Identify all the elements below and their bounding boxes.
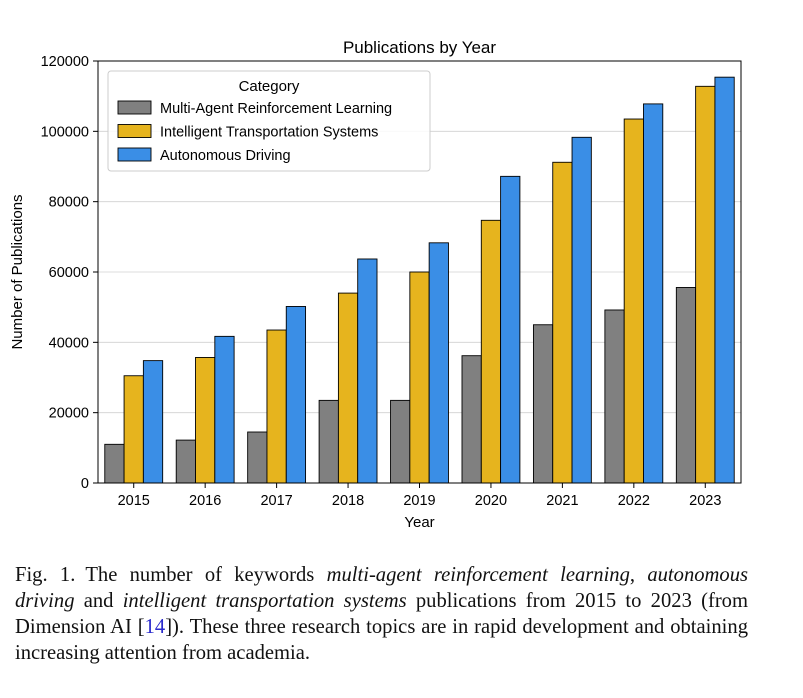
bar-autonomous-driving-2019 (428, 242, 449, 484)
x-tick-label: 2022 (618, 493, 650, 509)
bar-multi-agent-reinforcement-learning-2018 (318, 399, 339, 484)
bar-autonomous-driving-2015 (142, 360, 164, 484)
bar-multi-agent-reinforcement-learning-2016 (175, 439, 196, 484)
bar-intelligent-transportation-systems-2015 (123, 375, 144, 484)
bar-multi-agent-reinforcement-learning-2020 (461, 355, 482, 484)
bar-autonomous-driving-2023 (714, 76, 735, 484)
bar-intelligent-transportation-systems-2017 (266, 329, 287, 484)
caption-text: ]). These three research topics are in r… (15, 616, 748, 664)
bar-multi-agent-reinforcement-learning-2017 (247, 431, 268, 484)
caption-keyword: autonomous driving (15, 564, 749, 612)
y-axis-label: Number of Publications (9, 194, 26, 349)
legend-item-label: Intelligent Transportation Systems (160, 125, 378, 141)
bar-intelligent-transportation-systems-2016 (195, 357, 216, 484)
x-tick-label: 2020 (475, 493, 507, 509)
reference-link[interactable]: 14 (144, 616, 166, 638)
bar-intelligent-transportation-systems-2022 (623, 118, 644, 484)
y-tick-label: 0 (81, 476, 89, 492)
bar-intelligent-transportation-systems-2020 (480, 219, 502, 484)
legend-swatch (117, 147, 152, 162)
figure-caption: Fig. 1. The number of keywords multi-agen… (15, 562, 748, 666)
bar-autonomous-driving-2021 (571, 136, 592, 484)
caption-text: The number of keywords (85, 564, 327, 586)
bar-multi-agent-reinforcement-learning-2019 (390, 399, 411, 484)
caption-keyword: intelligent transportation systems (122, 590, 407, 612)
legend-items: Multi-Agent Reinforcement Learning Intell… (117, 100, 392, 164)
caption-text: , (629, 564, 648, 586)
bar-intelligent-transportation-systems-2021 (552, 161, 573, 484)
y-tick-label: 120000 (41, 54, 89, 70)
legend-swatch (117, 100, 152, 115)
legend-item-label: Multi-Agent Reinforcement Learning (160, 101, 392, 117)
y-tick-label: 100000 (41, 124, 89, 140)
x-tick-label: 2018 (332, 493, 364, 509)
x-tick-label: 2023 (689, 493, 721, 509)
caption-keyword: multi-agent reinforcement learning (326, 564, 630, 586)
bar-intelligent-transportation-systems-2019 (409, 271, 430, 484)
bar-multi-agent-reinforcement-learning-2021 (532, 324, 554, 484)
x-tick-label: 2019 (403, 493, 435, 509)
caption-text: publications from 2015 to 2023 (from Dim… (15, 590, 748, 638)
bar-multi-agent-reinforcement-learning-2022 (604, 309, 625, 484)
caption-text: and (74, 590, 123, 612)
x-axis: 2015 2016 2017 2018 2019 2020 2021 2022 2023 (118, 483, 721, 509)
bar-intelligent-transportation-systems-2023 (695, 85, 716, 484)
bar-autonomous-driving-2016 (214, 335, 235, 484)
bar-autonomous-driving-2022 (643, 103, 664, 484)
chart-title: Publications by Year (343, 38, 496, 57)
legend-box (107, 70, 431, 172)
x-tick-label: 2021 (546, 493, 578, 509)
y-tick-label: 40000 (49, 335, 89, 351)
bar-multi-agent-reinforcement-learning-2023 (675, 287, 697, 484)
legend-item-label: Autonomous Driving (160, 148, 291, 164)
legend-swatch (117, 124, 152, 138)
y-axis: 0 20000 40000 60000 80000 100000 120000 (41, 54, 98, 492)
bar-autonomous-driving-2017 (285, 306, 307, 484)
legend: Category Multi-Agent Reinforcement Learn… (107, 70, 431, 172)
y-tick-label: 20000 (49, 406, 89, 422)
bar-multi-agent-reinforcement-learning-2015 (104, 443, 125, 484)
x-tick-label: 2015 (118, 493, 150, 509)
figure-label: Fig. 1. (15, 564, 76, 586)
x-tick-label: 2017 (260, 493, 292, 509)
bar-intelligent-transportation-systems-2018 (337, 292, 359, 484)
x-axis-label: Year (404, 514, 434, 531)
y-tick-label: 60000 (49, 265, 89, 281)
legend-title: Category (239, 78, 300, 95)
bar-autonomous-driving-2020 (500, 175, 521, 484)
x-tick-label: 2016 (189, 493, 221, 509)
y-tick-label: 80000 (49, 195, 89, 211)
bar-autonomous-driving-2018 (357, 258, 378, 484)
